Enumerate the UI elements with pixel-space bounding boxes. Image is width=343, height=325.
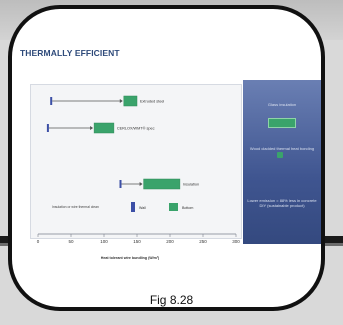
side-label-bottom: Lower emission = 88% less in concrete DI… xyxy=(247,198,317,208)
x-tick-label: 250 xyxy=(199,239,207,244)
row-label: Extruded steel xyxy=(140,100,164,104)
row-arrow-head xyxy=(119,99,123,103)
row-range-bar xyxy=(143,178,181,190)
legend-label-bottom: Bottom xyxy=(182,206,193,210)
side-label-top: Glass insulation xyxy=(267,102,297,107)
legend-swatch-wall xyxy=(131,202,135,212)
x-tick-label: 50 xyxy=(68,239,74,244)
side-legend-swatch xyxy=(268,118,296,128)
row-arrow-head xyxy=(139,182,143,186)
row-start-marker xyxy=(46,124,49,132)
side-panel: Glass insulation Wood cladded thermal he… xyxy=(243,80,321,244)
slide-title: THERMALLY EFFICIENT xyxy=(20,48,120,58)
row-label: Insulation xyxy=(183,183,199,187)
x-tick-label: 0 xyxy=(37,239,40,244)
row-range-bar xyxy=(123,95,138,107)
row-range-bar xyxy=(93,122,115,134)
chart-panel xyxy=(30,84,242,239)
side-dot-marker xyxy=(277,152,283,158)
row-start-marker xyxy=(119,180,122,188)
legend-label-wall: Wall xyxy=(139,206,146,210)
x-axis-title: Heat tolerant wire bundling (W/m²) xyxy=(100,256,160,260)
row-label: CERLOX/WMT® spec xyxy=(117,127,155,131)
figure-caption: Fig 8.28 xyxy=(149,293,194,307)
row-arrow-head xyxy=(90,126,94,130)
x-tick-label: 150 xyxy=(133,239,141,244)
chart-svg: 0 50 100 150 200 250 300 Extruded steel CERLOX/W… xyxy=(37,95,240,244)
x-tick-label: 100 xyxy=(100,239,108,244)
side-label-mid: Wood cladded thermal heat bonding xyxy=(249,146,315,151)
row-start-marker xyxy=(50,97,53,105)
legend-note: Insulation or wire thermal clean xyxy=(52,205,99,209)
x-tick-label: 300 xyxy=(232,239,240,244)
x-tick-label: 200 xyxy=(166,239,174,244)
legend-swatch-bottom xyxy=(169,203,178,211)
